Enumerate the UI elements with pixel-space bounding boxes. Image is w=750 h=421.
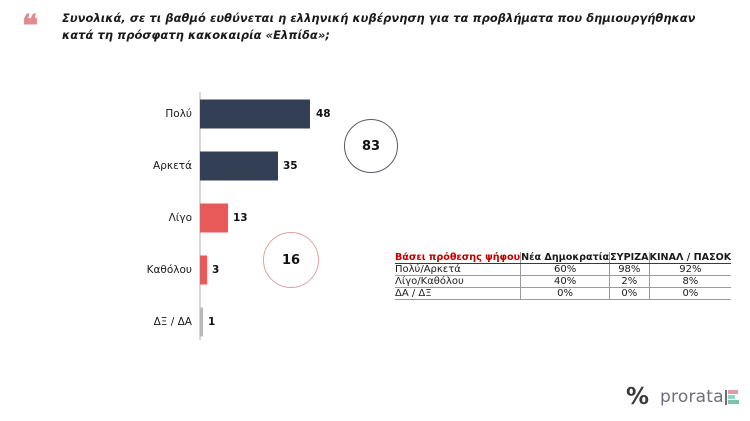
table-cell: 92%	[648, 263, 732, 276]
table-cell: 0%	[609, 287, 650, 300]
bar-chart-logo-icon	[724, 390, 739, 405]
bar-chart: Πολύ 48 Αρκετά 35 Λίγο 13 Καθόλου 3 ΔΞ /…	[0, 92, 420, 347]
percent-icon: %	[626, 384, 650, 410]
bar-category-label: Καθόλου	[146, 264, 192, 276]
title-block: ❝ Συνολικά, σε τι βαθμό ευθύνεται η ελλη…	[22, 10, 722, 44]
bar-value-label: 13	[233, 212, 248, 224]
bar-category-label: Αρκετά	[153, 160, 192, 172]
table-column-header-nd: Νέα Δημοκρατία	[520, 252, 610, 264]
table-cell: 40%	[520, 275, 610, 288]
bar-rect-ligo	[200, 203, 228, 233]
table-cell: 8%	[648, 275, 732, 288]
table-cell: 0%	[520, 287, 610, 300]
table-header-row: Βάσει πρόθεσης ψήφου Νέα Δημοκρατία ΣΥΡΙ…	[395, 252, 732, 264]
bar-value-label: 35	[283, 160, 298, 172]
quote-mark-icon: ❝	[22, 9, 38, 44]
annotation-circle-net-responsible: 83	[344, 119, 398, 173]
bar-row: Λίγο 13	[0, 196, 420, 240]
bar-category-label: ΔΞ / ΔΑ	[153, 316, 192, 328]
table-cell: 0%	[648, 287, 732, 300]
table-corner-header: Βάσει πρόθεσης ψήφου	[395, 252, 521, 264]
table-row-label: Πολύ/Αρκετά	[395, 263, 521, 276]
annotation-circle-net-not-responsible: 16	[263, 232, 319, 288]
bar-value-label: 48	[316, 108, 331, 120]
logo-wordmark: prorata	[660, 387, 724, 407]
bar-category-label: Πολύ	[165, 108, 192, 120]
bar-row: ΔΞ / ΔΑ 1	[0, 300, 420, 344]
table-row-label: ΔΑ / ΔΞ	[395, 287, 521, 300]
table-column-header-kinal: ΚΙΝΑΛ / ΠΑΣΟΚ	[648, 252, 732, 264]
bar-rect-arketa	[200, 151, 278, 181]
table-cell: 98%	[609, 263, 650, 276]
chart-axis-line	[199, 92, 201, 340]
bar-row: Καθόλου 3	[0, 248, 420, 292]
vote-intention-table: Βάσει πρόθεσης ψήφου Νέα Δημοκρατία ΣΥΡΙ…	[395, 252, 732, 300]
bar-rect-polu	[200, 99, 310, 129]
table-row: Λίγο/Καθόλου 40% 2% 8%	[395, 275, 732, 288]
page-title: Συνολικά, σε τι βαθμό ευθύνεται η ελληνι…	[62, 11, 696, 42]
prorata-logo: % prorata	[626, 386, 739, 409]
bar-rect-katholou	[200, 255, 207, 285]
table-row: ΔΑ / ΔΞ 0% 0% 0%	[395, 287, 732, 300]
table-row-label: Λίγο/Καθόλου	[395, 275, 521, 288]
table-cell: 60%	[520, 263, 610, 276]
table-row: Πολύ/Αρκετά 60% 98% 92%	[395, 263, 732, 276]
bar-row: Αρκετά 35	[0, 144, 420, 188]
bar-row: Πολύ 48	[0, 92, 420, 136]
bar-value-label: 3	[212, 264, 220, 276]
table-column-header-syriza: ΣΥΡΙΖΑ	[609, 252, 650, 264]
bar-category-label: Λίγο	[168, 212, 192, 224]
bar-value-label: 1	[208, 316, 216, 328]
bar-rect-dk-da	[200, 307, 203, 337]
table-cell: 2%	[609, 275, 650, 288]
